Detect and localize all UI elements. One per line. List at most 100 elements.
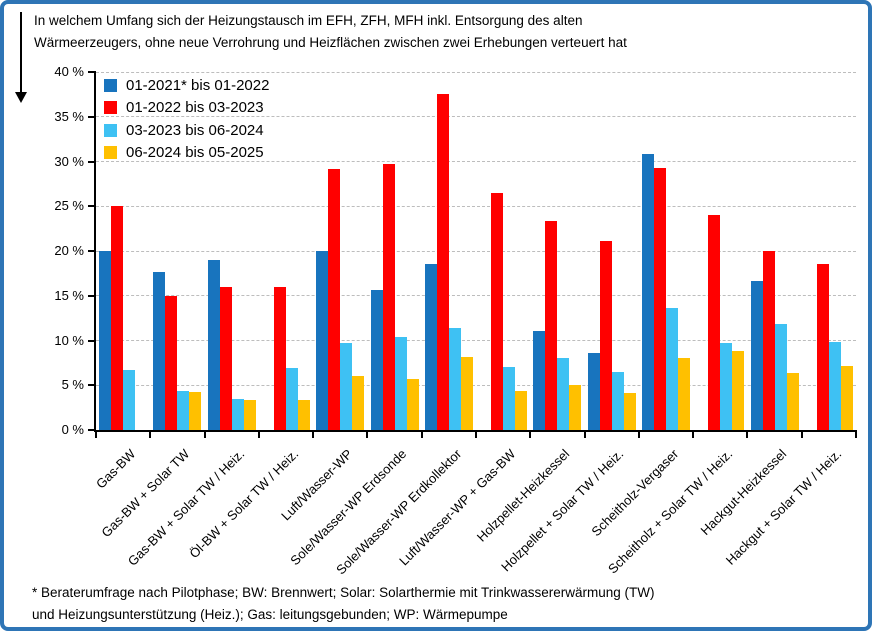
bar-series3-cat12: [786, 372, 799, 430]
bar-group: [639, 72, 693, 430]
y-gridline: [96, 384, 856, 386]
bar-series3-cat5: [406, 379, 419, 430]
bar-series1-cat10: [653, 167, 666, 430]
x-axis-tick: [746, 430, 749, 438]
bar-series2-cat2: [231, 398, 244, 430]
y-axis-label: 0 %: [61, 422, 84, 437]
y-axis-tick: [88, 115, 96, 118]
bar-series2-cat4: [340, 343, 353, 430]
bar-series3-cat6: [460, 356, 473, 430]
legend-item: 01-2022 bis 03-2023: [104, 97, 269, 120]
legend-item: 01-2021* bis 01-2022: [104, 74, 269, 97]
bar-chart: 0 % 5 % 10 % 15 % 20 % 25 % 30 % 35 % 40 % Gas-BW…: [4, 4, 868, 627]
y-axis-label: 25 %: [54, 198, 84, 214]
bar-series0-cat2: [207, 259, 220, 430]
legend-swatch-icon: [104, 101, 117, 115]
y-axis-label: 10 %: [54, 332, 84, 348]
bar-series1-cat13: [816, 263, 829, 430]
legend-label: 06-2024 bis 05-2025: [126, 144, 264, 162]
x-axis-tick: [637, 430, 640, 438]
legend-item: 03-2023 bis 06-2024: [104, 119, 269, 142]
x-axis-tick: [692, 430, 695, 438]
x-axis-tick: [203, 430, 206, 438]
bar-series2-cat0: [123, 370, 136, 430]
x-axis-tick: [475, 430, 477, 438]
legend: 01-2021* bis 01-2022 01-2022 bis 03-2023 0…: [104, 74, 269, 164]
chart-title: In welchem Umfang sich der Heizungstausc…: [34, 13, 627, 50]
y-gridline: [96, 71, 856, 73]
x-axis-tick: [257, 430, 260, 438]
bar-series3-cat3: [297, 400, 310, 430]
bar-series1-cat12: [762, 251, 775, 430]
bar-group: [96, 72, 150, 430]
bar-series1-cat7: [491, 192, 504, 430]
bar-series1-cat6: [436, 94, 449, 430]
y-axis-tick: [88, 205, 96, 208]
x-axis-tick: [149, 430, 152, 438]
bar-series3-cat1: [189, 392, 202, 430]
bar-group: [585, 72, 639, 430]
y-axis-label: 20 %: [54, 243, 84, 258]
legend-swatch-icon: [104, 146, 117, 160]
y-gridline: [96, 205, 856, 207]
bar-series3-cat11: [732, 351, 745, 430]
bar-series3-cat9: [623, 393, 636, 430]
bar-group: [693, 72, 747, 430]
legend-swatch-icon: [104, 123, 117, 137]
bar-series2-cat9: [611, 371, 624, 430]
bar-group: [802, 72, 856, 430]
bar-group: [530, 72, 584, 430]
bar-series0-cat1: [153, 272, 166, 430]
bar-series1-cat9: [599, 241, 612, 430]
y-axis-tick: [88, 429, 96, 431]
bar-series3-cat10: [677, 358, 690, 430]
y-axis-line: [94, 72, 96, 432]
y-gridline: [96, 250, 856, 252]
y-gridline: [96, 340, 856, 341]
bar-series0-cat5: [370, 290, 383, 430]
x-axis-tick: [529, 430, 532, 438]
bar-series0-cat8: [533, 330, 546, 430]
y-axis-tick: [88, 384, 96, 387]
bar-series1-cat2: [219, 286, 232, 430]
bar-series0-cat0: [99, 251, 112, 430]
bar-series2-cat6: [448, 327, 461, 430]
bar-series3-cat2: [243, 400, 256, 430]
bar-series2-cat3: [285, 368, 298, 430]
bar-series2-cat8: [557, 357, 570, 430]
y-axis-label: 35 %: [54, 108, 84, 124]
y-axis-tick: [88, 339, 96, 342]
bar-series2-cat10: [665, 308, 678, 430]
bar-group: [150, 72, 204, 430]
y-axis-tick: [88, 71, 96, 73]
bar-series3-cat7: [515, 390, 528, 430]
bar-series1-cat1: [165, 295, 178, 430]
bar-group: [259, 72, 313, 430]
y-gridline: [96, 161, 856, 162]
bar-group: [205, 72, 259, 430]
bar-series1-cat0: [111, 206, 124, 430]
chart-footnote: * Beraterumfrage nach Pilotphase; BW: Br…: [32, 585, 655, 623]
bar-series2-cat12: [774, 323, 787, 430]
bar-series1-cat3: [273, 286, 286, 430]
down-arrow-icon: [20, 12, 22, 94]
x-axis-tick: [855, 430, 857, 438]
legend-label: 03-2023 bis 06-2024: [126, 121, 264, 139]
y-gridline: [96, 116, 856, 118]
bar-series2-cat5: [394, 336, 407, 430]
y-gridline: [96, 295, 856, 297]
bar-series0-cat4: [316, 251, 329, 430]
bar-group: [313, 72, 367, 430]
bar-series1-cat11: [708, 215, 721, 430]
bar-series0-cat6: [424, 264, 437, 430]
legend-label: 01-2021* bis 01-2022: [126, 76, 270, 94]
y-axis-label: 5 %: [61, 377, 84, 393]
bar-series0-cat12: [750, 280, 763, 430]
bar-series2-cat1: [177, 390, 190, 430]
legend-item: 06-2024 bis 05-2025: [104, 142, 269, 165]
x-axis-tick: [583, 430, 586, 438]
bar-series1-cat8: [545, 221, 558, 430]
y-axis-tick: [88, 160, 96, 163]
bar-series2-cat11: [720, 343, 733, 430]
